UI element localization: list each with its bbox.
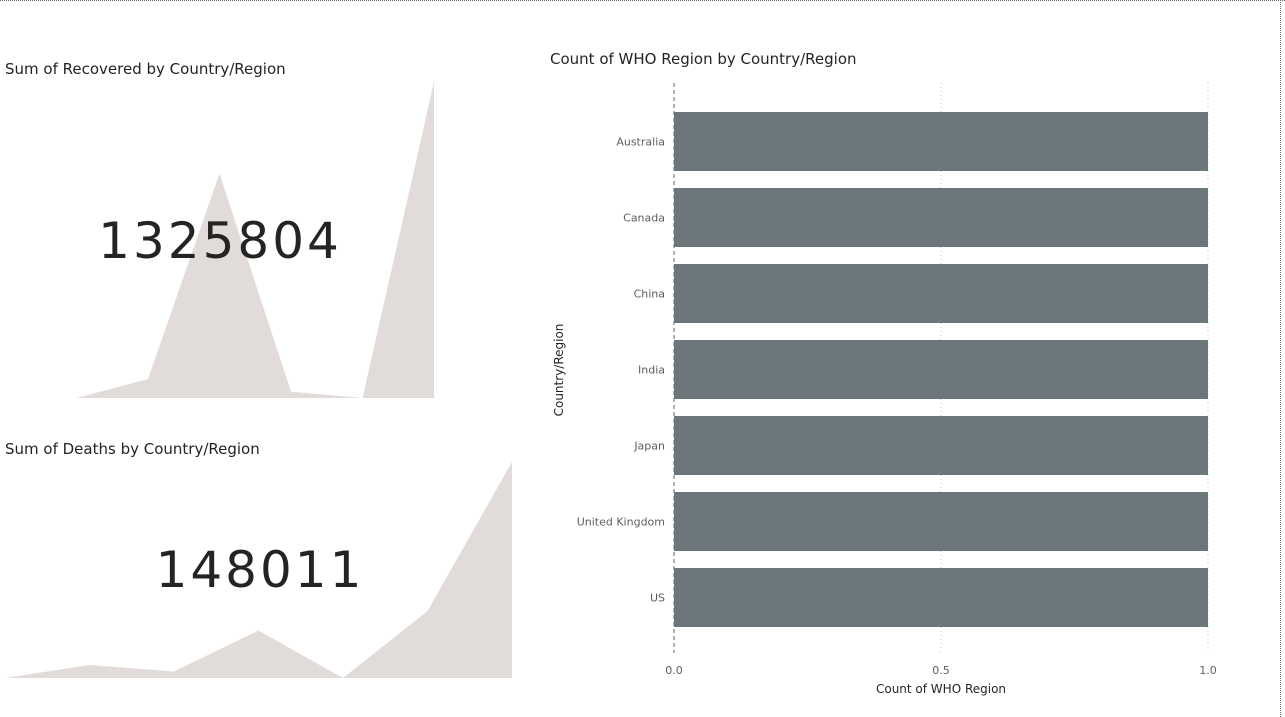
bar-china[interactable]: [674, 264, 1208, 323]
bar-japan[interactable]: [674, 416, 1208, 475]
y-tick-label: Australia: [616, 136, 665, 149]
x-tick-label: 0.5: [932, 664, 950, 677]
bar-us[interactable]: [674, 568, 1208, 627]
deaths-sparkline: [5, 462, 512, 678]
bar-india[interactable]: [674, 340, 1208, 399]
deaths-card-title: Sum of Deaths by Country/Region: [5, 440, 260, 458]
y-tick-label: India: [638, 364, 665, 377]
bar-chart-plot: Australia Canada China India Japan United Kin…: [552, 83, 1217, 696]
x-tick-label: 1.0: [1199, 664, 1217, 677]
y-tick-label: Japan: [633, 440, 665, 453]
y-tick-label: Canada: [623, 212, 665, 225]
deaths-value: 148011: [155, 541, 365, 599]
canvas-border-right: [1280, 0, 1281, 717]
recovered-sparkline: [5, 82, 434, 398]
recovered-card-title: Sum of Recovered by Country/Region: [5, 60, 286, 78]
x-tick-label: 0.0: [665, 664, 683, 677]
y-tick-label: United Kingdom: [577, 516, 665, 529]
bar-australia[interactable]: [674, 112, 1208, 171]
y-tick-label: China: [634, 288, 665, 301]
canvas-border-top: [0, 0, 1285, 1]
bar-canada[interactable]: [674, 188, 1208, 247]
deaths-sparkline-area: [5, 462, 512, 678]
x-axis-title: Count of WHO Region: [876, 682, 1006, 696]
bar-chart-title: Count of WHO Region by Country/Region: [550, 50, 857, 68]
recovered-value: 1325804: [98, 212, 342, 270]
y-axis-title: Country/Region: [552, 324, 566, 417]
y-tick-label: US: [650, 592, 665, 605]
recovered-sparkline-area: [5, 82, 434, 398]
bar-united-kingdom[interactable]: [674, 492, 1208, 551]
